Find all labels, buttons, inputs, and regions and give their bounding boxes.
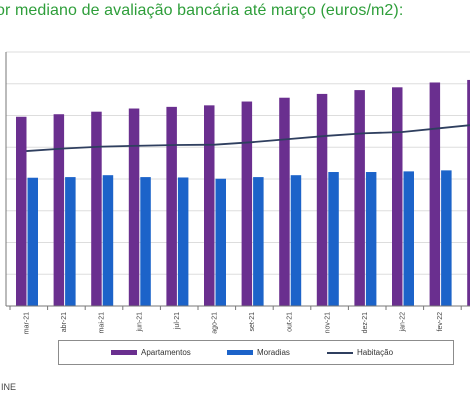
legend-item-apartamentos: Apartamentos <box>111 341 191 364</box>
legend-label-habitacao: Habitação <box>357 348 394 357</box>
legend-swatch-apartamentos <box>111 350 137 355</box>
source-note: INE <box>1 382 17 392</box>
bar-apartamentos-jun-21 <box>128 108 140 306</box>
bar-moradias-jun-21 <box>140 177 151 306</box>
bar-moradias-fev-22 <box>441 170 452 306</box>
legend-line-habitacao <box>327 351 353 354</box>
bar-apartamentos-jan-22 <box>392 87 403 306</box>
bar-apartamentos-abr-21 <box>53 114 65 306</box>
x-tick-label: ago-21 <box>212 312 219 334</box>
bar-moradias-jan-22 <box>403 171 414 306</box>
bar-moradias-abr-21 <box>65 177 76 306</box>
chart-plot: mar-21 abr-21 mai-21 jun-21 jul-21 ago-21 set-… <box>5 51 470 334</box>
bar-apartamentos-mai-21 <box>91 111 102 306</box>
chart-title: or mediano de avaliação bancária até mar… <box>0 2 404 19</box>
bar-apartamentos-ago-21 <box>204 105 215 306</box>
bar-apartamentos-out-21 <box>279 97 290 306</box>
x-tick-label: mai-21 <box>99 312 106 334</box>
x-tick-label: fev-22 <box>437 312 444 332</box>
chart-legend: Apartamentos Moradias Habitação <box>58 340 454 365</box>
bar-apartamentos-jul-21 <box>166 106 177 306</box>
x-tick-label: jul-21 <box>174 312 181 330</box>
bar-apartamentos-fev-22 <box>429 82 441 306</box>
bar-moradias-nov-21 <box>328 172 339 306</box>
bar-moradias-out-21 <box>290 175 302 306</box>
bar-apartamentos-nov-21 <box>316 93 328 306</box>
bar-moradias-mar-21 <box>27 177 38 306</box>
x-tick-label: jan-22 <box>400 312 407 333</box>
legend-label-apartamentos: Apartamentos <box>141 348 191 357</box>
legend-item-habitacao: Habitação <box>327 341 393 364</box>
bar-moradias-set-21 <box>253 177 264 306</box>
bar-moradias-ago-21 <box>215 178 226 306</box>
bar-apartamentos-set-21 <box>241 101 253 306</box>
bar-moradias-dez-21 <box>365 172 377 306</box>
x-tick-label: dez-21 <box>362 312 369 334</box>
x-tick-label: set-21 <box>249 312 256 332</box>
bar-moradias-jul-21 <box>177 177 189 306</box>
legend-item-moradias: Moradias <box>227 341 290 364</box>
x-tick-label: jun-21 <box>136 312 143 333</box>
bar-apartamentos-dez-21 <box>354 90 365 306</box>
bar-moradias-mai-21 <box>102 175 114 306</box>
bar-apartamentos-mar-21 <box>16 116 27 307</box>
legend-label-moradias: Moradias <box>257 348 290 357</box>
x-tick-label: nov-21 <box>324 312 331 334</box>
x-tick-label: out-21 <box>287 312 294 332</box>
legend-swatch-moradias <box>227 350 253 355</box>
x-tick-label: abr-21 <box>61 312 68 332</box>
bar-apartamentos-mar-22 <box>467 79 470 306</box>
line-habitacao <box>26 124 470 152</box>
x-tick-label: mar-21 <box>24 312 31 334</box>
